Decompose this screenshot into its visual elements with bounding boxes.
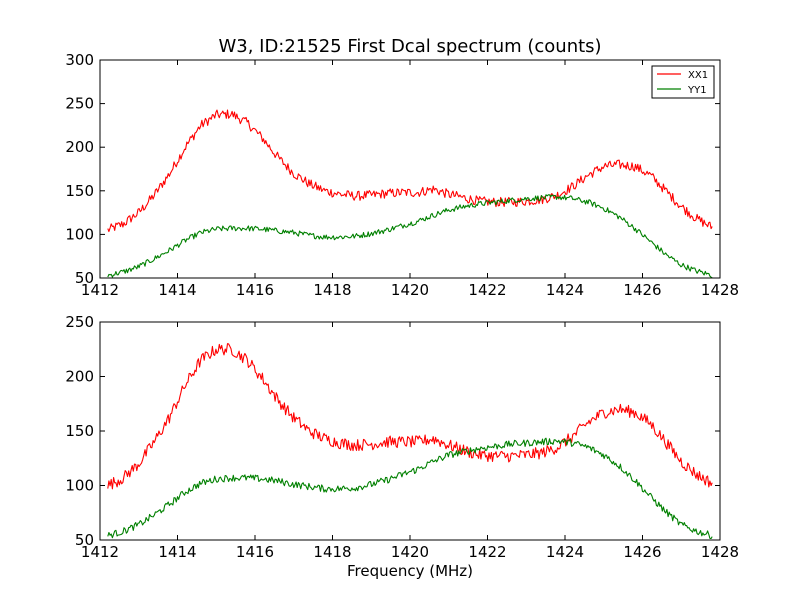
y-tick-label: 200 [65, 138, 94, 156]
x-tick-label: 1426 [623, 543, 661, 561]
y-tick-label: 250 [65, 95, 94, 113]
bottom-series-xx1 [107, 343, 713, 490]
legend: XX1 YY1 [651, 65, 715, 99]
bottom-subplot: 1412 1414 1416 1418 1420 1422 1424 1426 1428 50 10… [65, 313, 739, 561]
bottom-series-yy1 [107, 437, 713, 540]
y-tick-label: 100 [65, 225, 94, 243]
x-tick-label: 1424 [546, 543, 584, 561]
x-axis-label: Frequency (MHz) [347, 562, 473, 580]
legend-box [651, 65, 715, 99]
y-tick-label: 200 [65, 368, 94, 386]
x-tick-label: 1428 [701, 543, 739, 561]
x-tick-label: 1420 [391, 281, 429, 299]
top-plot-lines [107, 109, 713, 279]
y-tick-label: 150 [65, 182, 94, 200]
x-tick-label: 1412 [81, 543, 119, 561]
top-axes-frame [99, 59, 721, 279]
x-tick-label: 1412 [81, 281, 119, 299]
x-tick-label: 1422 [468, 543, 506, 561]
bottom-axes-frame [99, 321, 721, 541]
x-tick-label: 1428 [701, 281, 739, 299]
y-tick-label: 300 [65, 51, 94, 69]
x-tick-label: 1418 [313, 281, 351, 299]
top-series-xx1 [107, 109, 713, 233]
top-series-yy1 [107, 194, 713, 279]
x-tick-label: 1418 [313, 543, 351, 561]
y-tick-label: 150 [65, 422, 94, 440]
x-tick-label: 1416 [236, 543, 274, 561]
y-tick-label: 50 [75, 269, 94, 287]
legend-label-yy1: YY1 [687, 85, 707, 96]
x-tick-label: 1420 [391, 543, 429, 561]
y-tick-label: 100 [65, 477, 94, 495]
x-tick-label: 1414 [158, 281, 196, 299]
y-tick-label: 50 [75, 531, 94, 549]
x-tick-label: 1426 [623, 281, 661, 299]
x-tick-label: 1422 [468, 281, 506, 299]
figure-title: W3, ID:21525 First Dcal spectrum (counts… [218, 36, 601, 57]
top-subplot: 1412 1414 1416 1418 1420 1422 1424 1426 1428 50 10… [65, 51, 739, 299]
top-axis-ticks: 1412 1414 1416 1418 1420 1422 1424 1426 1428 50 10… [65, 51, 739, 299]
bottom-plot-lines [107, 343, 713, 540]
y-tick-label: 250 [65, 313, 94, 331]
x-tick-label: 1416 [236, 281, 274, 299]
legend-label-xx1: XX1 [688, 70, 708, 81]
bottom-axis-ticks: 1412 1414 1416 1418 1420 1422 1424 1426 1428 50 10… [65, 313, 739, 561]
x-tick-label: 1414 [158, 543, 196, 561]
x-tick-label: 1424 [546, 281, 584, 299]
